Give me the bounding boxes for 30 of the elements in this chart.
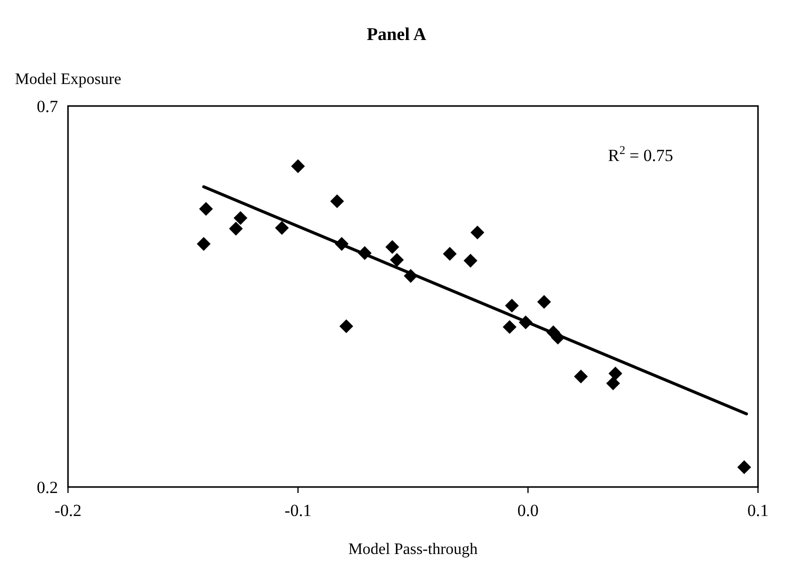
point xyxy=(505,298,519,313)
point xyxy=(574,370,588,384)
y-tick-label: 0.2 xyxy=(36,478,58,497)
annotation: R$^{2}$ = 0.75 xyxy=(608,143,674,165)
point xyxy=(291,159,305,174)
x-tick-label: -0.1 xyxy=(284,501,312,520)
y-axis-title: Model Exposure xyxy=(15,71,122,88)
point xyxy=(390,253,404,267)
point xyxy=(606,376,620,390)
point xyxy=(330,194,344,208)
point xyxy=(385,240,400,254)
point xyxy=(608,366,622,380)
point xyxy=(464,254,478,268)
point xyxy=(442,246,457,261)
x-tick-label: 0.1 xyxy=(747,501,769,520)
x-tick-label: -0.2 xyxy=(54,501,82,520)
x-axis-title: Model Pass-through xyxy=(348,541,478,558)
chart-title: Panel A xyxy=(366,24,426,44)
point xyxy=(537,294,551,309)
point xyxy=(470,226,484,240)
point xyxy=(234,211,248,225)
point xyxy=(275,221,289,235)
point xyxy=(196,237,211,251)
point xyxy=(339,319,354,334)
x-tick-label: 0.0 xyxy=(517,501,539,520)
y-tick-label: 0.7 xyxy=(36,97,58,116)
point xyxy=(229,222,243,236)
point xyxy=(737,460,752,474)
point xyxy=(199,202,213,216)
point xyxy=(502,320,516,334)
